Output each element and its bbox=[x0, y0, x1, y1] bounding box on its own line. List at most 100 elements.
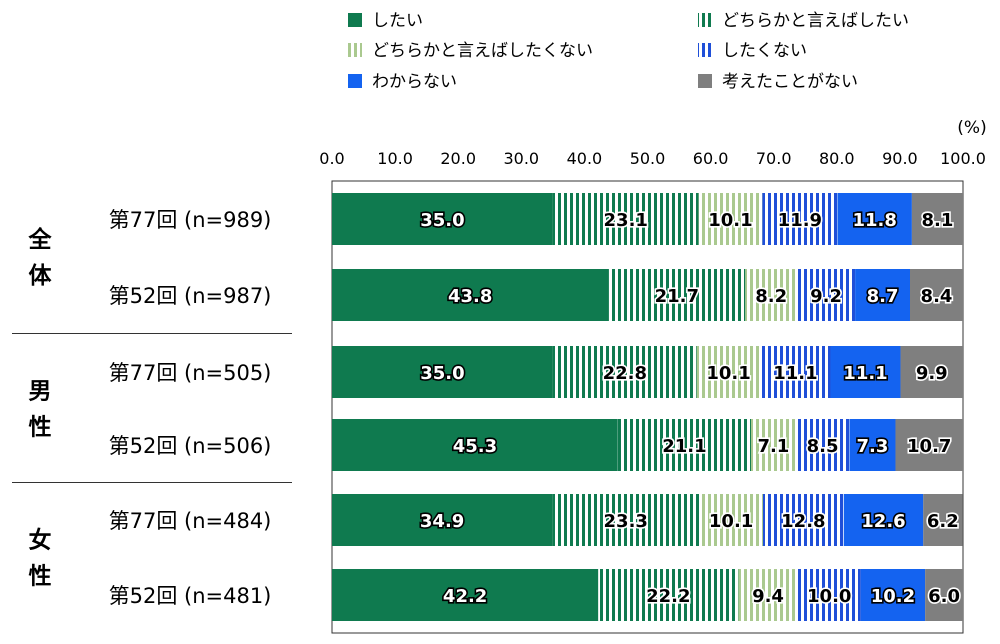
legend-swatch bbox=[348, 43, 362, 57]
category-label: 第77回 (n=989) bbox=[109, 208, 272, 232]
x-tick-label: 60.0 bbox=[693, 149, 729, 168]
bar-segment bbox=[332, 494, 553, 546]
x-axis-tick-labels: 0.0 10.0 20.0 30.0 40.0 50.0 60.0 70.0 80.0 90.0 1… bbox=[319, 149, 986, 168]
legend-item: わからない bbox=[348, 72, 457, 92]
data-label: 42.2 bbox=[443, 586, 487, 607]
data-label: 9.9 bbox=[916, 363, 948, 384]
bar-row: 35.0 23.1 10.1 11.9 11.8 8.1 bbox=[332, 193, 963, 245]
bar-segment bbox=[797, 569, 861, 621]
bar-segment bbox=[698, 193, 763, 245]
legend-label: したい bbox=[372, 11, 423, 31]
bar-segment bbox=[696, 346, 761, 398]
data-label: 45.3 bbox=[453, 436, 497, 457]
data-label: 21.1 bbox=[662, 436, 706, 457]
data-label: 12.8 bbox=[781, 511, 825, 532]
category-label: 第52回 (n=987) bbox=[109, 284, 272, 308]
group-label: 男性 bbox=[29, 379, 52, 441]
legend-swatch bbox=[698, 74, 712, 88]
data-label: 11.1 bbox=[773, 363, 817, 384]
data-label: 7.1 bbox=[757, 436, 789, 457]
category-label: 第77回 (n=484) bbox=[109, 509, 272, 533]
data-label: 11.8 bbox=[852, 210, 896, 231]
bar-segment bbox=[699, 494, 763, 546]
bar-segment bbox=[617, 419, 751, 471]
legend-item: したくない bbox=[698, 41, 807, 61]
legend-label: どちらかと言えばしたくない bbox=[372, 41, 593, 61]
data-label: 9.2 bbox=[810, 286, 842, 307]
data-label: 22.8 bbox=[603, 363, 647, 384]
bar-segment bbox=[900, 346, 963, 398]
data-label: 10.1 bbox=[708, 210, 752, 231]
category-labels: 第77回 (n=989) 第52回 (n=987) 第77回 (n=505) 第52回… bbox=[109, 208, 272, 608]
legend-label: どちらかと言えばしたい bbox=[722, 11, 909, 31]
data-label: 10.2 bbox=[871, 586, 915, 607]
bar-segment bbox=[332, 419, 618, 471]
data-label: 8.1 bbox=[921, 210, 953, 231]
bar-row: 42.2 22.2 9.4 10.0 10.2 6.0 bbox=[332, 569, 963, 621]
bar-segment bbox=[332, 569, 599, 621]
bar-segment bbox=[608, 269, 746, 321]
bar-segment bbox=[843, 494, 924, 546]
legend-swatch bbox=[348, 13, 362, 27]
bar-segment bbox=[837, 193, 912, 245]
data-label: 12.6 bbox=[861, 511, 905, 532]
data-label: 7.3 bbox=[857, 436, 889, 457]
bar-segment bbox=[849, 419, 896, 471]
bar-segment bbox=[552, 346, 697, 398]
bar-segment bbox=[860, 569, 926, 621]
legend-item: 考えたことがない bbox=[698, 72, 858, 92]
data-label: 23.3 bbox=[604, 511, 648, 532]
bar-segment bbox=[332, 346, 553, 398]
data-label: 9.4 bbox=[752, 586, 784, 607]
bar-segment bbox=[795, 419, 850, 471]
legend-swatch bbox=[348, 74, 362, 88]
legend-swatch bbox=[698, 43, 712, 57]
bar-row: 45.3 21.1 7.1 8.5 7.3 10.7 bbox=[332, 419, 963, 471]
data-label: 34.9 bbox=[420, 511, 464, 532]
data-label: 8.5 bbox=[807, 436, 839, 457]
category-label: 第52回 (n=481) bbox=[109, 584, 272, 608]
bar-segment bbox=[745, 269, 798, 321]
bar-segment bbox=[830, 346, 901, 398]
data-label: 6.2 bbox=[927, 511, 959, 532]
plot-area: 35.0 23.1 10.1 11.9 11.8 8.1 43.8 21.7 8.2 9.2 8.7… bbox=[331, 180, 964, 634]
data-label: 11.1 bbox=[843, 363, 887, 384]
bar-segment bbox=[552, 494, 700, 546]
bar-segment bbox=[925, 569, 963, 621]
data-label: 22.2 bbox=[646, 586, 690, 607]
unit-label: (%) bbox=[957, 118, 986, 138]
x-tick-label: 90.0 bbox=[882, 149, 918, 168]
category-label: 第77回 (n=505) bbox=[109, 361, 272, 385]
bar-row: 43.8 21.7 8.2 9.2 8.7 8.4 bbox=[332, 269, 963, 321]
x-tick-label: 100.0 bbox=[940, 149, 986, 168]
bar-segment bbox=[911, 193, 963, 245]
bar-segment bbox=[762, 193, 838, 245]
x-tick-label: 80.0 bbox=[819, 149, 855, 168]
category-label: 第52回 (n=506) bbox=[109, 434, 272, 458]
x-tick-label: 20.0 bbox=[440, 149, 476, 168]
data-label: 43.8 bbox=[448, 286, 492, 307]
legend-item: したい bbox=[348, 11, 423, 31]
data-label: 10.1 bbox=[709, 511, 753, 532]
data-label: 21.7 bbox=[655, 286, 699, 307]
data-label: 8.2 bbox=[755, 286, 787, 307]
data-label: 8.4 bbox=[921, 286, 953, 307]
bar-segment bbox=[760, 346, 831, 398]
bar-row: 34.9 23.3 10.1 12.8 12.6 6.2 bbox=[332, 494, 963, 546]
bar-segment bbox=[750, 419, 796, 471]
bar-segment bbox=[598, 569, 739, 621]
bar-segment bbox=[855, 269, 910, 321]
bar-segment bbox=[738, 569, 798, 621]
bar-segment bbox=[923, 494, 963, 546]
legend-label: わからない bbox=[372, 72, 457, 92]
legend-swatch bbox=[698, 13, 712, 27]
x-tick-label: 10.0 bbox=[377, 149, 413, 168]
bar-segment bbox=[332, 193, 553, 245]
group-label: 女性 bbox=[29, 527, 52, 590]
data-label: 8.7 bbox=[867, 286, 899, 307]
data-label: 10.0 bbox=[807, 586, 851, 607]
x-tick-label: 0.0 bbox=[319, 149, 344, 168]
